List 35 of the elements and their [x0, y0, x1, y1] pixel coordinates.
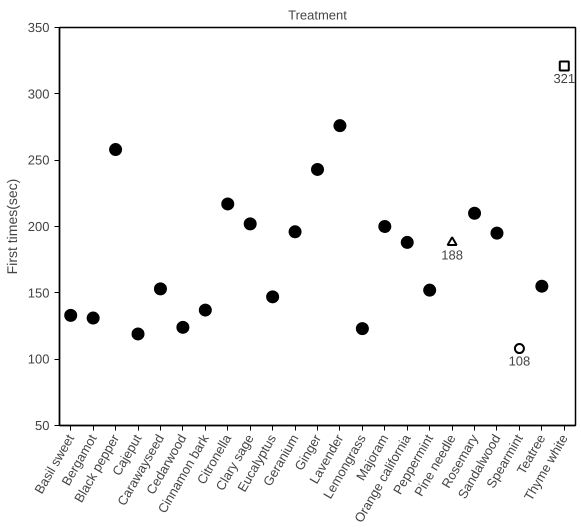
point [378, 220, 392, 233]
point [558, 60, 570, 72]
point [514, 343, 525, 354]
point [311, 162, 324, 176]
y-tick-label: 100 [28, 352, 50, 367]
point [221, 197, 234, 210]
point [333, 119, 346, 132]
y-axis-title: First times(sec) [4, 178, 20, 274]
point [288, 225, 302, 238]
chart-title: Treatment [288, 8, 348, 22]
point [468, 206, 482, 220]
y-tick-label: 150 [28, 285, 50, 300]
point [423, 284, 436, 297]
point [266, 290, 280, 304]
data-label: 188 [441, 247, 463, 262]
point [176, 320, 190, 334]
y-tick-label: 50 [35, 418, 50, 433]
point [86, 312, 100, 325]
point [64, 308, 78, 322]
point [198, 304, 212, 317]
point [109, 143, 122, 156]
point [244, 217, 257, 230]
y-tick-label: 200 [28, 219, 50, 234]
data-label: 108 [508, 354, 530, 369]
y-tick-label: 250 [28, 152, 50, 168]
point [400, 236, 414, 249]
point [490, 226, 504, 240]
point [535, 280, 548, 293]
point [356, 322, 369, 336]
point [132, 327, 145, 340]
y-tick-label: 350 [28, 20, 50, 35]
point [154, 282, 167, 296]
data-label: 321 [553, 70, 576, 86]
y-tick-label: 300 [28, 86, 50, 102]
point [446, 236, 458, 246]
